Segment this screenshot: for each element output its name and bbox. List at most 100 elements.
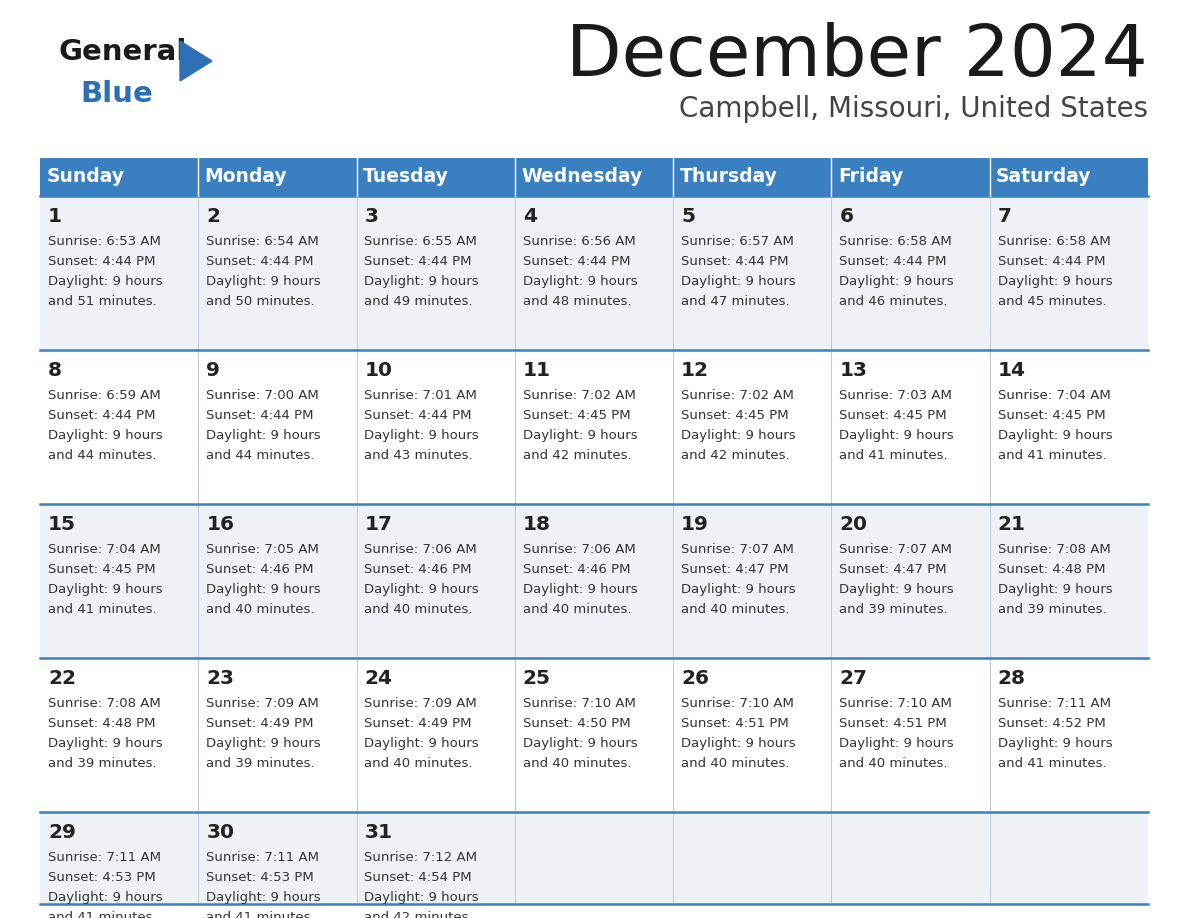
Text: Wednesday: Wednesday [522, 167, 643, 186]
Text: 6: 6 [840, 207, 853, 226]
Text: Daylight: 9 hours: Daylight: 9 hours [48, 737, 163, 750]
Text: 11: 11 [523, 361, 551, 380]
Text: and 46 minutes.: and 46 minutes. [840, 295, 948, 308]
Text: Sunrise: 6:53 AM: Sunrise: 6:53 AM [48, 235, 160, 248]
Text: Sunrise: 6:54 AM: Sunrise: 6:54 AM [207, 235, 318, 248]
Text: and 40 minutes.: and 40 minutes. [681, 756, 790, 769]
Text: 27: 27 [840, 668, 867, 688]
Text: and 41 minutes.: and 41 minutes. [998, 449, 1106, 462]
Text: Daylight: 9 hours: Daylight: 9 hours [207, 275, 321, 288]
Text: Daylight: 9 hours: Daylight: 9 hours [681, 737, 796, 750]
Text: Sunset: 4:44 PM: Sunset: 4:44 PM [48, 409, 156, 422]
Text: Daylight: 9 hours: Daylight: 9 hours [365, 583, 479, 596]
Text: Sunrise: 6:57 AM: Sunrise: 6:57 AM [681, 235, 794, 248]
Text: Daylight: 9 hours: Daylight: 9 hours [840, 583, 954, 596]
Text: and 40 minutes.: and 40 minutes. [523, 603, 631, 616]
Text: 5: 5 [681, 207, 695, 226]
Text: 8: 8 [48, 361, 62, 380]
Text: Tuesday: Tuesday [362, 167, 449, 186]
Text: Sunset: 4:53 PM: Sunset: 4:53 PM [207, 870, 314, 884]
Text: Daylight: 9 hours: Daylight: 9 hours [840, 737, 954, 750]
Text: and 41 minutes.: and 41 minutes. [207, 911, 315, 918]
Text: Sunrise: 7:09 AM: Sunrise: 7:09 AM [365, 697, 478, 710]
Text: Sunrise: 6:58 AM: Sunrise: 6:58 AM [840, 235, 952, 248]
Text: and 41 minutes.: and 41 minutes. [48, 911, 157, 918]
Text: General: General [58, 38, 187, 66]
Text: Sunset: 4:48 PM: Sunset: 4:48 PM [48, 717, 156, 730]
Text: Sunrise: 7:11 AM: Sunrise: 7:11 AM [207, 851, 320, 864]
Text: Sunrise: 7:07 AM: Sunrise: 7:07 AM [681, 543, 794, 555]
Text: Sunrise: 7:11 AM: Sunrise: 7:11 AM [48, 851, 160, 864]
Text: 14: 14 [998, 361, 1025, 380]
Text: and 43 minutes.: and 43 minutes. [365, 449, 473, 462]
Text: Sunset: 4:47 PM: Sunset: 4:47 PM [681, 563, 789, 576]
Text: Sunrise: 7:12 AM: Sunrise: 7:12 AM [365, 851, 478, 864]
Text: Monday: Monday [204, 167, 287, 186]
Text: Daylight: 9 hours: Daylight: 9 hours [523, 275, 638, 288]
Text: Sunset: 4:44 PM: Sunset: 4:44 PM [365, 409, 472, 422]
Text: Sunrise: 7:06 AM: Sunrise: 7:06 AM [523, 543, 636, 555]
Text: 20: 20 [840, 515, 867, 534]
Text: and 48 minutes.: and 48 minutes. [523, 295, 631, 308]
Text: Daylight: 9 hours: Daylight: 9 hours [998, 737, 1112, 750]
Text: Sunset: 4:44 PM: Sunset: 4:44 PM [681, 255, 789, 268]
Text: Sunrise: 7:10 AM: Sunrise: 7:10 AM [523, 697, 636, 710]
FancyBboxPatch shape [198, 158, 356, 196]
Text: 21: 21 [998, 515, 1025, 534]
Text: Daylight: 9 hours: Daylight: 9 hours [998, 429, 1112, 442]
Text: Daylight: 9 hours: Daylight: 9 hours [365, 737, 479, 750]
Text: Sunset: 4:44 PM: Sunset: 4:44 PM [365, 255, 472, 268]
Text: and 45 minutes.: and 45 minutes. [998, 295, 1106, 308]
Text: Sunset: 4:50 PM: Sunset: 4:50 PM [523, 717, 631, 730]
Text: Daylight: 9 hours: Daylight: 9 hours [998, 275, 1112, 288]
Text: 3: 3 [365, 207, 379, 226]
Text: 31: 31 [365, 823, 392, 842]
Text: Sunset: 4:44 PM: Sunset: 4:44 PM [48, 255, 156, 268]
Text: 16: 16 [207, 515, 234, 534]
Text: and 51 minutes.: and 51 minutes. [48, 295, 157, 308]
Text: and 42 minutes.: and 42 minutes. [681, 449, 790, 462]
Text: and 44 minutes.: and 44 minutes. [48, 449, 157, 462]
Text: 19: 19 [681, 515, 709, 534]
Text: 26: 26 [681, 668, 709, 688]
Text: and 39 minutes.: and 39 minutes. [207, 756, 315, 769]
Text: 12: 12 [681, 361, 709, 380]
Text: Sunset: 4:45 PM: Sunset: 4:45 PM [48, 563, 156, 576]
Text: Sunrise: 7:10 AM: Sunrise: 7:10 AM [840, 697, 953, 710]
Text: Sunset: 4:48 PM: Sunset: 4:48 PM [998, 563, 1105, 576]
Text: Daylight: 9 hours: Daylight: 9 hours [207, 890, 321, 903]
Text: Sunrise: 7:04 AM: Sunrise: 7:04 AM [998, 389, 1111, 402]
Text: Daylight: 9 hours: Daylight: 9 hours [523, 737, 638, 750]
Text: Daylight: 9 hours: Daylight: 9 hours [207, 737, 321, 750]
FancyBboxPatch shape [40, 196, 1148, 350]
Text: Sunset: 4:47 PM: Sunset: 4:47 PM [840, 563, 947, 576]
Text: and 41 minutes.: and 41 minutes. [840, 449, 948, 462]
Text: Sunset: 4:45 PM: Sunset: 4:45 PM [998, 409, 1105, 422]
FancyBboxPatch shape [990, 158, 1148, 196]
Text: and 44 minutes.: and 44 minutes. [207, 449, 315, 462]
Text: Daylight: 9 hours: Daylight: 9 hours [681, 429, 796, 442]
Text: Sunrise: 7:04 AM: Sunrise: 7:04 AM [48, 543, 160, 555]
Text: and 50 minutes.: and 50 minutes. [207, 295, 315, 308]
Text: 30: 30 [207, 823, 234, 842]
Text: Sunrise: 6:55 AM: Sunrise: 6:55 AM [365, 235, 478, 248]
Text: Sunset: 4:45 PM: Sunset: 4:45 PM [840, 409, 947, 422]
Text: Sunset: 4:44 PM: Sunset: 4:44 PM [998, 255, 1105, 268]
Text: Sunday: Sunday [46, 167, 125, 186]
Text: 1: 1 [48, 207, 62, 226]
FancyBboxPatch shape [40, 657, 1148, 812]
Text: and 39 minutes.: and 39 minutes. [48, 756, 157, 769]
Text: Sunrise: 7:01 AM: Sunrise: 7:01 AM [365, 389, 478, 402]
Text: Sunrise: 7:08 AM: Sunrise: 7:08 AM [48, 697, 160, 710]
Text: Sunrise: 7:07 AM: Sunrise: 7:07 AM [840, 543, 953, 555]
Text: and 49 minutes.: and 49 minutes. [365, 295, 473, 308]
Text: and 42 minutes.: and 42 minutes. [523, 449, 631, 462]
Text: Sunset: 4:44 PM: Sunset: 4:44 PM [523, 255, 631, 268]
Text: 4: 4 [523, 207, 537, 226]
Text: Sunrise: 7:10 AM: Sunrise: 7:10 AM [681, 697, 794, 710]
Text: Sunset: 4:46 PM: Sunset: 4:46 PM [207, 563, 314, 576]
Text: Sunrise: 7:02 AM: Sunrise: 7:02 AM [523, 389, 636, 402]
Text: Sunrise: 7:05 AM: Sunrise: 7:05 AM [207, 543, 320, 555]
FancyBboxPatch shape [40, 504, 1148, 657]
Text: Daylight: 9 hours: Daylight: 9 hours [681, 583, 796, 596]
